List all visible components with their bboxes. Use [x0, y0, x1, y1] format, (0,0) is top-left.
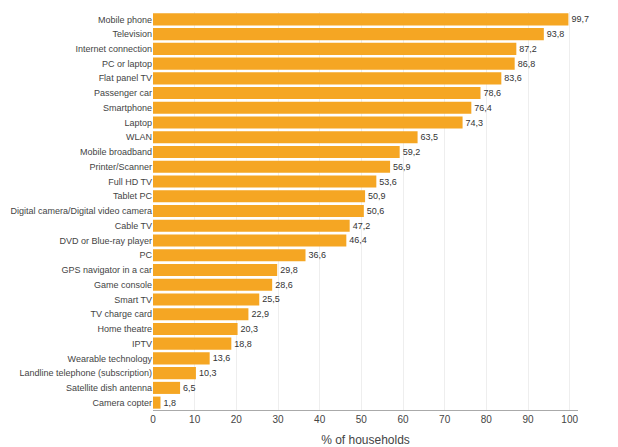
- svg-text:93,8: 93,8: [547, 29, 565, 39]
- svg-text:Internet connection: Internet connection: [75, 44, 152, 54]
- svg-text:Passenger car: Passenger car: [94, 88, 152, 98]
- svg-text:30: 30: [272, 414, 284, 425]
- svg-text:Smartphone: Smartphone: [103, 103, 152, 113]
- svg-text:80: 80: [481, 414, 493, 425]
- svg-text:Full HD TV: Full HD TV: [108, 177, 152, 187]
- svg-text:59,2: 59,2: [403, 147, 421, 157]
- svg-text:20: 20: [231, 414, 243, 425]
- svg-text:Cable TV: Cable TV: [115, 221, 152, 231]
- svg-text:Wearable technology: Wearable technology: [68, 354, 153, 364]
- svg-text:20,3: 20,3: [241, 324, 259, 334]
- svg-text:87,2: 87,2: [519, 44, 537, 54]
- svg-text:46,4: 46,4: [349, 235, 367, 245]
- svg-text:18,8: 18,8: [234, 339, 252, 349]
- svg-text:Tablet PC: Tablet PC: [113, 191, 153, 201]
- svg-text:Mobile broadband: Mobile broadband: [80, 147, 152, 157]
- svg-text:78,6: 78,6: [484, 88, 502, 98]
- svg-text:TV charge card: TV charge card: [90, 309, 152, 319]
- svg-text:50: 50: [356, 414, 368, 425]
- svg-text:28,6: 28,6: [275, 280, 293, 290]
- svg-text:74,3: 74,3: [466, 118, 484, 128]
- svg-text:6,5: 6,5: [183, 383, 196, 393]
- svg-text:22,9: 22,9: [251, 309, 269, 319]
- svg-text:47,2: 47,2: [353, 221, 371, 231]
- svg-text:Printer/Scanner: Printer/Scanner: [89, 162, 152, 172]
- svg-text:Camera copter: Camera copter: [92, 398, 152, 408]
- svg-text:50,6: 50,6: [367, 206, 385, 216]
- svg-text:PC or laptop: PC or laptop: [102, 59, 152, 69]
- svg-text:76,4: 76,4: [474, 103, 492, 113]
- svg-text:63,5: 63,5: [421, 132, 439, 142]
- svg-text:13,6: 13,6: [213, 353, 231, 363]
- svg-text:10: 10: [189, 414, 201, 425]
- svg-text:Home theatre: Home theatre: [97, 324, 152, 334]
- svg-text:Game console: Game console: [94, 280, 152, 290]
- svg-text:1,8: 1,8: [164, 398, 177, 408]
- svg-text:99,7: 99,7: [571, 14, 589, 24]
- svg-text:IPTV: IPTV: [132, 339, 152, 349]
- svg-text:0: 0: [150, 414, 156, 425]
- svg-text:10,3: 10,3: [199, 368, 217, 378]
- svg-text:Mobile phone: Mobile phone: [98, 15, 152, 25]
- svg-text:Smart TV: Smart TV: [114, 295, 152, 305]
- svg-text:83,6: 83,6: [504, 73, 522, 83]
- svg-text:70: 70: [439, 414, 451, 425]
- svg-text:90: 90: [522, 414, 534, 425]
- svg-text:Digital camera/Digital video c: Digital camera/Digital video camera: [10, 206, 152, 216]
- svg-text:56,9: 56,9: [393, 162, 411, 172]
- svg-text:DVD or Blue-ray player: DVD or Blue-ray player: [59, 236, 152, 246]
- svg-text:PC: PC: [139, 250, 152, 260]
- svg-text:36,6: 36,6: [309, 250, 327, 260]
- svg-text:25,5: 25,5: [262, 294, 280, 304]
- svg-text:50,9: 50,9: [368, 191, 386, 201]
- svg-text:% of households: % of households: [321, 433, 410, 447]
- svg-text:Laptop: Laptop: [124, 118, 152, 128]
- svg-text:29,8: 29,8: [280, 265, 298, 275]
- svg-text:Television: Television: [112, 29, 152, 39]
- svg-text:WLAN: WLAN: [126, 132, 152, 142]
- svg-text:Flat panel TV: Flat panel TV: [99, 73, 152, 83]
- svg-text:40: 40: [314, 414, 326, 425]
- svg-text:53,6: 53,6: [379, 177, 397, 187]
- svg-text:Satellite dish antenna: Satellite dish antenna: [66, 383, 152, 393]
- svg-text:60: 60: [397, 414, 409, 425]
- svg-text:GPS navigator in a car: GPS navigator in a car: [61, 265, 152, 275]
- svg-text:86,8: 86,8: [518, 59, 536, 69]
- svg-text:Landline telephone (subscripti: Landline telephone (subscription): [19, 368, 152, 378]
- svg-text:100: 100: [561, 414, 578, 425]
